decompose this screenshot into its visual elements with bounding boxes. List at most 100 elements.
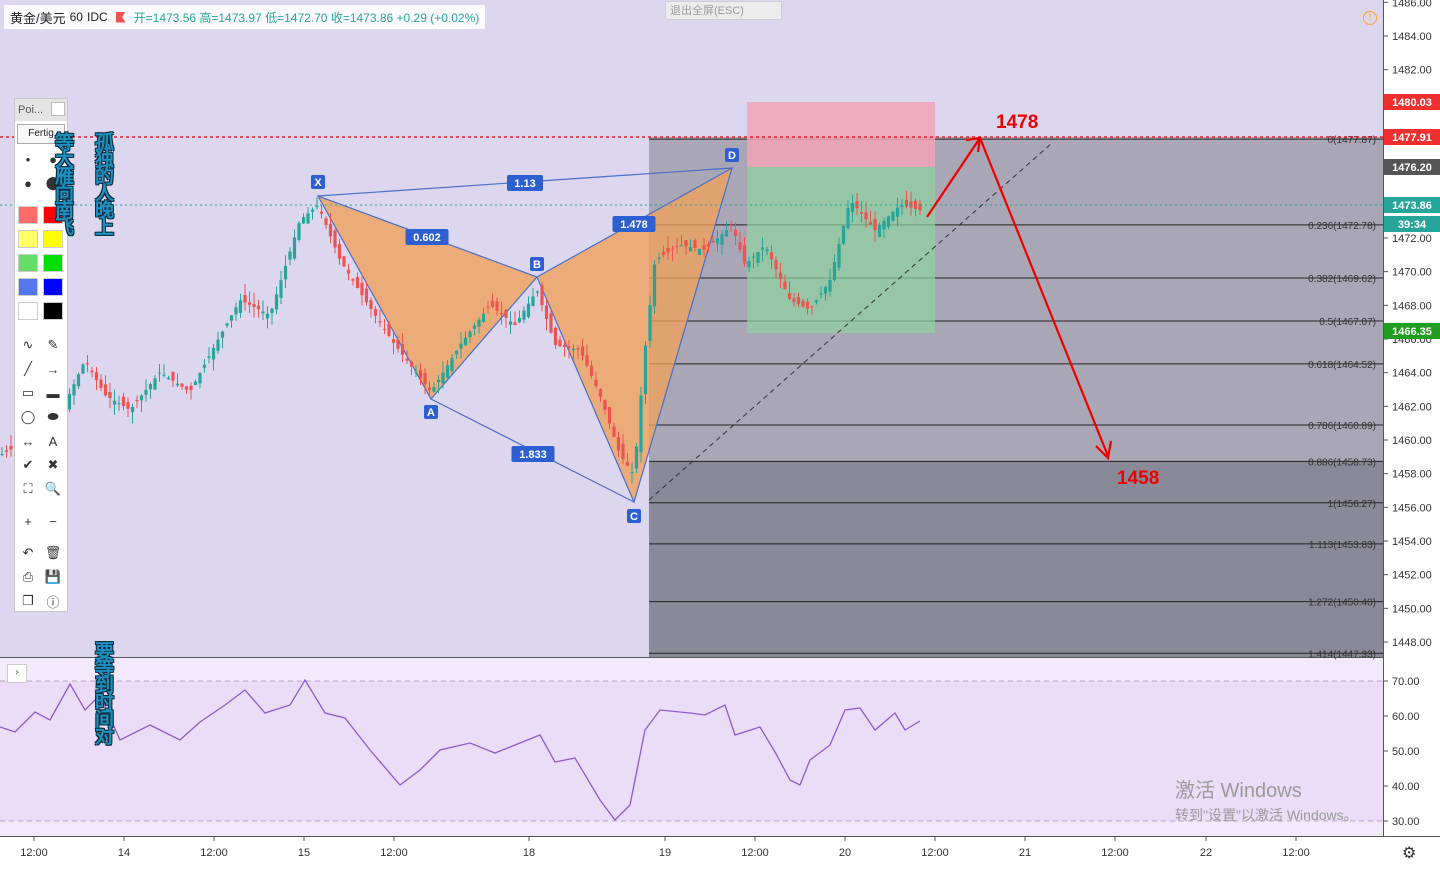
minus-icon[interactable]: − [49,513,57,529]
collapse-pane-button[interactable]: › [7,664,27,683]
rsi-line [0,678,921,821]
candle-body [333,230,337,248]
ellipse-icon[interactable]: ◯ [20,409,36,424]
color-swatch[interactable] [17,277,39,297]
candle-body [891,212,895,221]
price-badge [1384,159,1440,175]
price-tick-label: 1486.00 [1392,0,1432,9]
candle-body [513,322,517,325]
candle-body [207,356,211,358]
gear-icon[interactable]: ⚙ [1402,843,1417,862]
color-swatch-fill [43,254,63,272]
interval[interactable]: 60 [69,10,83,24]
candle-body [319,211,324,214]
candle-body [99,379,103,388]
position-tool[interactable] [747,102,935,333]
dot-medium-icon[interactable]: ● [49,151,57,167]
candle-body [877,225,882,237]
candle-body [670,248,675,250]
color-swatch[interactable] [17,229,39,249]
circle-filled-icon[interactable]: ● [24,175,32,191]
candle-body [297,223,301,240]
color-swatch[interactable] [17,301,39,321]
flag-icon[interactable] [115,11,126,23]
done-button[interactable]: Fertig [17,124,65,144]
price-tick-label: 1470.00 [1392,267,1432,279]
plus-icon[interactable]: + [24,513,32,529]
candle-body [76,374,81,387]
candle-body [756,252,760,263]
text-icon[interactable]: A [48,433,58,449]
candle-body [432,387,436,392]
candle-body [616,436,621,451]
zoom-icon[interactable]: 🔍 [44,481,62,496]
symbol-header[interactable]: 黄金/美元 60 IDC 开=1473.56 高=1473.97 低=1472.… [4,5,486,29]
circle-large-icon[interactable]: ⬤ [45,175,61,190]
close-icon[interactable] [51,102,65,116]
info-icon[interactable]: ⓘ [46,594,60,610]
candle-body [585,355,589,366]
rsi-band [0,681,1383,821]
color-swatch[interactable] [42,229,64,249]
stop-loss-zone [747,102,935,167]
color-swatch[interactable] [42,301,64,321]
price-badge [1384,216,1440,232]
candle-body [423,373,427,385]
color-swatch[interactable] [42,253,64,273]
candle-body [823,286,828,294]
candle-body [279,280,283,298]
price-badge [1384,323,1440,339]
bat-harmonic-pattern[interactable]: X A B C D 1.13 0.602 1.478 1.833 [311,148,739,523]
candle-body [144,389,148,395]
trash-icon[interactable]: 🗑 [44,545,62,560]
symbol-name[interactable]: 黄金/美元 [10,10,66,26]
time-tick-label: 12:00 [380,847,408,859]
candle-body [364,288,369,303]
arrow-icon[interactable]: → [46,361,60,377]
candle-body [378,321,382,323]
candle-body [697,248,702,255]
time-tick-label: 21 [1019,847,1031,859]
candle-body [904,199,909,207]
candle-body [418,370,423,379]
double-arrow-icon[interactable]: ↔ [21,433,35,449]
candle-body [675,245,679,247]
curve-icon[interactable]: ∿ [22,337,34,352]
fib-level-label: 1.113(1453.83) [1309,540,1376,551]
time-tick-label: 12:00 [20,847,48,859]
crop-icon[interactable]: ⛶ [23,481,33,496]
undo-icon[interactable]: ↶ [22,545,34,560]
color-swatch-fill [18,230,38,248]
candle-body [526,303,531,317]
color-swatch[interactable] [42,205,64,225]
candle-body [387,323,391,336]
exit-fullscreen-button[interactable]: 退出全屏(ESC) [665,1,782,20]
target-down-label: 1458 [1117,468,1159,489]
dot-small-icon[interactable]: • [25,151,31,167]
drawing-toolbar: Poi... Fertig • ● ● ⬤ ∿ ✎ ╱ → ▭ ▬ ◯ ⬬ ↔ A ✔ ✖ ⛶ 🔍 + − ↶ 🗑 ⎙ 💾 ❐ ⓘ [14,98,68,612]
take-profit-zone [747,167,935,333]
line-icon[interactable]: ╱ [24,361,32,376]
rectangle-filled-icon[interactable]: ▬ [46,385,60,401]
candle-body [751,256,756,258]
rectangle-icon[interactable]: ▭ [21,385,35,400]
save-icon[interactable]: 💾 [44,569,62,584]
pencil-icon[interactable]: ✎ [47,337,59,352]
pattern-ratio-badge [405,229,449,245]
color-swatch[interactable] [17,253,39,273]
print-icon[interactable]: ⎙ [22,569,34,584]
cross-icon[interactable]: ✖ [47,457,59,472]
color-swatch[interactable] [17,205,39,225]
candle-body [886,216,891,227]
vertical-text-2: 孤独的人晚上 [92,132,114,234]
fib-zone-lower [649,461,1383,657]
candle-body [787,293,792,299]
warning-icon[interactable]: ! [1363,11,1377,25]
ellipse-filled-icon[interactable]: ⬬ [47,409,59,424]
check-icon[interactable]: ✔ [22,457,34,472]
candle-body [688,247,693,252]
color-swatch[interactable] [42,277,64,297]
copy-icon[interactable]: ❐ [22,593,34,608]
price-tick-label: 1472.00 [1392,233,1432,245]
